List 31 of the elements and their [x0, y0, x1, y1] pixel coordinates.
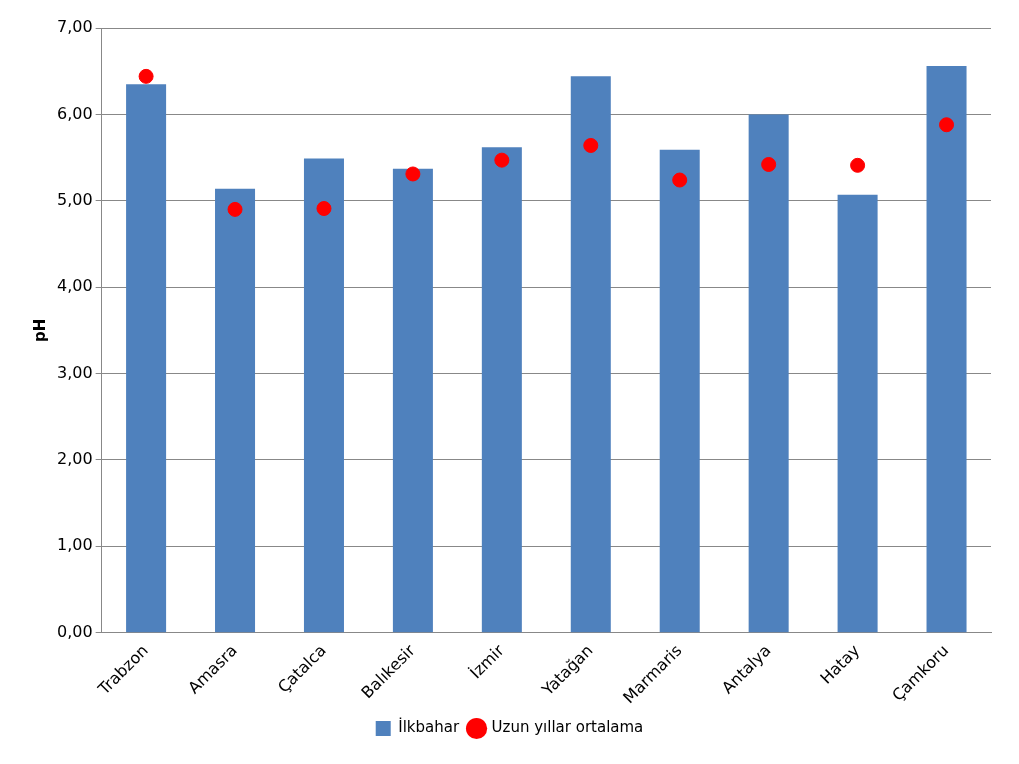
bar — [926, 66, 967, 633]
legend-label: İlkbahar — [398, 717, 460, 737]
point — [939, 117, 955, 133]
bar — [659, 149, 700, 633]
y-tick-label: 5,00 — [57, 189, 93, 209]
point — [138, 68, 154, 84]
point — [316, 201, 332, 217]
bar — [570, 76, 611, 633]
bar — [303, 158, 344, 633]
legend-label: Uzun yıllar ortalama — [491, 718, 644, 737]
y-axis-title: pH — [30, 318, 49, 342]
bar — [481, 147, 522, 633]
point — [494, 152, 510, 168]
y-tick-label: 0,00 — [57, 621, 93, 641]
y-tick-label: 3,00 — [57, 362, 93, 382]
y-tick-label: 1,00 — [57, 535, 93, 555]
point — [850, 157, 866, 173]
point — [583, 137, 599, 153]
bar — [392, 168, 433, 633]
bar — [837, 194, 878, 633]
y-tick-label: 7,00 — [57, 17, 93, 37]
y-tick-label: 2,00 — [57, 449, 93, 469]
point — [227, 201, 243, 217]
bar — [748, 114, 789, 633]
point — [672, 172, 688, 188]
bar — [215, 188, 256, 633]
point — [405, 166, 421, 182]
bar — [126, 84, 167, 633]
y-tick-label: 4,00 — [57, 276, 93, 296]
y-tick-label: 6,00 — [57, 103, 93, 123]
point — [761, 156, 777, 172]
